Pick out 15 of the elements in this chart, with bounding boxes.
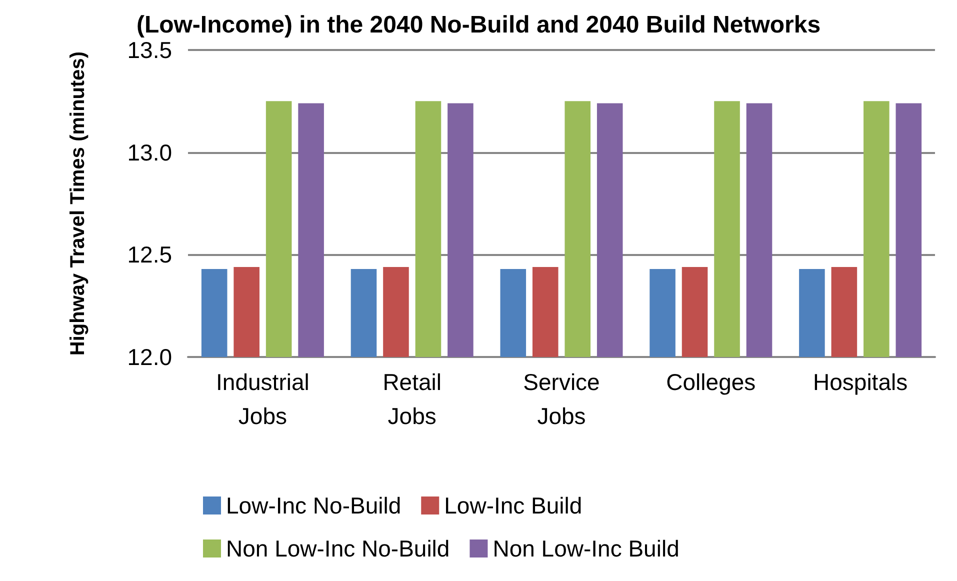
- y-tick-label: 12.5: [127, 242, 172, 268]
- x-tick-label: Colleges: [666, 369, 756, 395]
- y-tick-label: 13.5: [127, 37, 172, 63]
- legend-label: Non Low-Inc Build: [492, 536, 680, 562]
- x-tick-label: Retail Jobs: [382, 369, 442, 429]
- x-tick-label: Service Jobs: [523, 369, 600, 429]
- x-tick-label: Industrial Jobs: [216, 369, 310, 429]
- x-tick-label: Hospitals: [812, 369, 908, 395]
- legend-label: Non Low-Inc No-Build: [226, 536, 450, 562]
- legend-label: Low-Inc No-Build: [226, 492, 402, 518]
- y-axis-title: Highway Travel Times (minutes): [67, 51, 89, 356]
- chart-title: (Low-Income) in the 2040 No-Build and 2040 Build Networks: [136, 12, 821, 38]
- y-tick-label: 12.0: [127, 344, 172, 370]
- legend-label: Low-Inc Build: [444, 492, 582, 518]
- y-tick-label: 13.0: [127, 139, 172, 166]
